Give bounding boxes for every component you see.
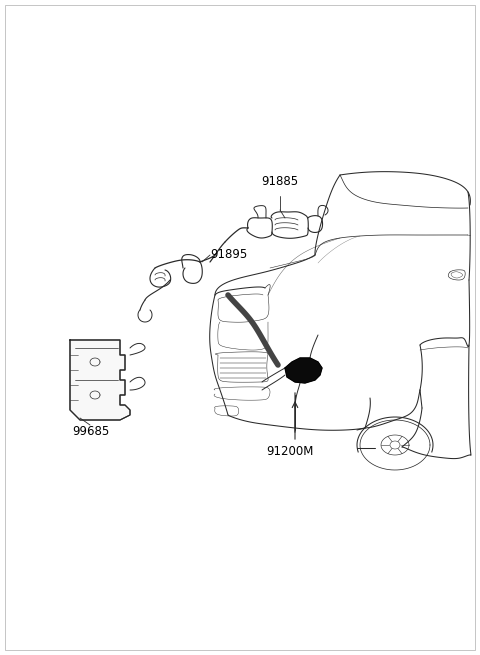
Text: 91200M: 91200M bbox=[266, 445, 314, 458]
Text: 91885: 91885 bbox=[262, 175, 299, 188]
Polygon shape bbox=[70, 340, 130, 420]
Text: 91895: 91895 bbox=[210, 248, 247, 261]
Text: 99685: 99685 bbox=[72, 425, 109, 438]
Polygon shape bbox=[285, 358, 322, 383]
